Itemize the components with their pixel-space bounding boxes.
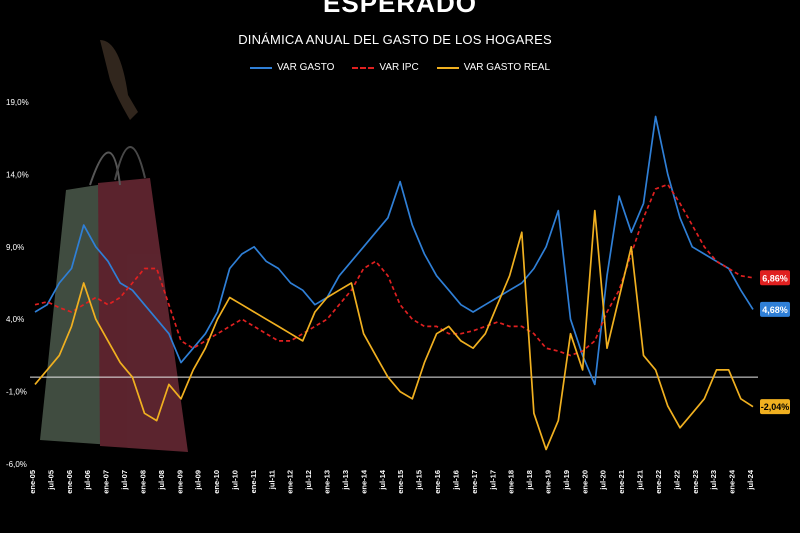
series-line-var-gasto — [34, 115, 754, 386]
x-tick-label: ene-12 — [286, 470, 295, 494]
series-line-var-ipc — [34, 183, 754, 357]
x-tick-label: ene-07 — [102, 470, 111, 494]
x-tick-label: ene-17 — [470, 470, 479, 494]
y-tick-label: -6,0% — [6, 460, 27, 469]
end-value-label: 6,86% — [762, 273, 788, 283]
legend-label-var-gasto-real: VAR GASTO REAL — [463, 62, 551, 73]
series-line-var-gasto-real — [34, 209, 754, 451]
x-tick-label: jul-06 — [83, 470, 92, 491]
x-tick-label: jul-08 — [157, 470, 166, 491]
x-tick-label: ene-19 — [543, 470, 552, 494]
x-tick-label: jul-20 — [599, 470, 608, 491]
x-tick-label: jul-05 — [46, 470, 55, 491]
footer-note — [20, 520, 780, 532]
x-tick-label: jul-16 — [451, 470, 460, 491]
x-tick-label: ene-10 — [212, 470, 221, 494]
x-tick-label: ene-15 — [396, 470, 405, 494]
y-tick-label: 14,0% — [6, 170, 29, 179]
bag-icon-right — [98, 178, 188, 452]
y-tick-label: 19,0% — [6, 98, 29, 107]
x-tick-label: ene-09 — [175, 470, 184, 494]
legend-label-var-gasto: VAR GASTO — [276, 62, 335, 73]
x-tick-label: jul-14 — [378, 469, 387, 490]
x-tick-label: jul-09 — [194, 470, 203, 491]
bag-handle-icon-2 — [114, 146, 146, 181]
end-value-badge — [760, 301, 790, 317]
bag-handle-icon — [89, 151, 121, 186]
x-tick-label: jul-19 — [562, 470, 571, 491]
top-banner-text: ESPERADO — [323, 0, 477, 18]
end-value-badge — [760, 399, 790, 415]
y-tick-label: 9,0% — [6, 243, 24, 252]
end-value-label: 4,68% — [762, 305, 788, 315]
x-tick-label: jul-24 — [746, 469, 755, 490]
x-tick-label: jul-12 — [304, 470, 313, 491]
end-value-label: -2,04% — [761, 402, 790, 412]
x-tick-label: jul-07 — [120, 470, 129, 491]
x-tick-label: jul-11 — [267, 470, 276, 490]
hand-icon — [100, 40, 138, 120]
x-tick-label: jul-18 — [525, 470, 534, 491]
x-tick-label: jul-15 — [415, 470, 424, 491]
shopping-bags-illustration — [40, 40, 188, 452]
x-tick-label: ene-16 — [433, 470, 442, 494]
x-tick-label: jul-13 — [341, 470, 350, 491]
x-tick-label: ene-08 — [138, 470, 147, 494]
y-tick-label: -1,0% — [6, 388, 27, 397]
x-tick-label: jul-22 — [672, 470, 681, 491]
x-tick-label: ene-11 — [249, 470, 258, 493]
chart-legend: VAR GASTO VAR IPC VAR GASTO REAL — [0, 62, 800, 73]
legend-swatch-var-gasto-real — [436, 66, 459, 69]
legend-item-var-gasto: VAR GASTO — [249, 62, 335, 73]
legend-label-var-ipc: VAR IPC — [379, 62, 419, 73]
bag-icon-left — [40, 183, 112, 445]
x-tick-label: jul-10 — [231, 470, 240, 491]
x-tick-label: ene-14 — [359, 469, 368, 494]
x-tick-label: ene-06 — [65, 470, 74, 494]
x-tick-label: ene-21 — [617, 470, 626, 494]
x-tick-label: ene-24 — [728, 469, 737, 494]
x-tick-label: ene-13 — [323, 470, 332, 494]
x-tick-label: ene-20 — [580, 470, 589, 494]
x-tick-label: ene-18 — [507, 470, 516, 494]
legend-swatch-var-gasto — [249, 66, 272, 69]
legend-swatch-var-ipc — [352, 66, 375, 69]
chart-title: DINÁMICA ANUAL DEL GASTO DE LOS HOGARES — [238, 32, 552, 47]
legend-item-var-ipc: VAR IPC — [352, 62, 419, 73]
legend-item-var-gasto-real: VAR GASTO REAL — [436, 62, 551, 73]
x-tick-label: jul-21 — [636, 470, 645, 491]
end-value-badge — [760, 270, 790, 286]
x-tick-label: ene-22 — [654, 470, 663, 494]
x-tick-label: ene-05 — [28, 470, 37, 494]
y-tick-label: 4,0% — [6, 315, 24, 324]
x-tick-label: jul-23 — [709, 470, 718, 491]
x-tick-label: jul-17 — [488, 470, 497, 491]
x-tick-label: ene-23 — [691, 470, 700, 494]
